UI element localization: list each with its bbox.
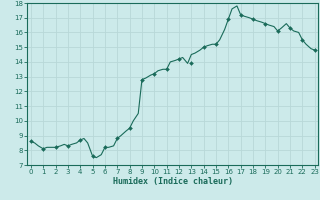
X-axis label: Humidex (Indice chaleur): Humidex (Indice chaleur)	[113, 177, 233, 186]
